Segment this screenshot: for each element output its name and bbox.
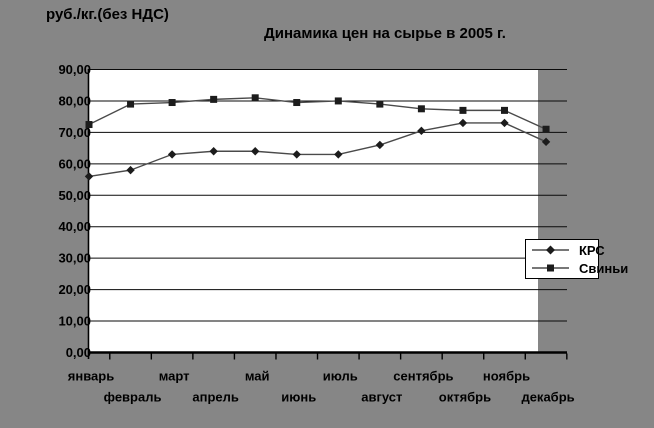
y-tick-label: 50,00 — [58, 188, 91, 203]
data-point-square — [542, 125, 550, 133]
x-month-label: август — [361, 390, 402, 405]
data-point-square — [168, 99, 176, 107]
y-tick-label: 40,00 — [58, 219, 91, 234]
x-month-label: июнь — [281, 390, 316, 405]
data-point-diamond — [458, 118, 468, 128]
data-point-diamond — [209, 147, 218, 156]
data-point-diamond — [334, 150, 343, 159]
legend-item-svinyi: Свиньи — [532, 259, 628, 277]
y-tick-label: 90,00 — [58, 62, 91, 77]
x-month-label: октябрь — [439, 390, 491, 405]
x-month-label: сентябрь — [393, 369, 453, 384]
data-point-square — [210, 95, 218, 103]
x-month-label: апрель — [192, 390, 239, 405]
y-tick-label: 70,00 — [58, 125, 91, 140]
data-point-square — [417, 105, 425, 113]
data-point-square — [501, 106, 508, 114]
y-tick-label: 0,00 — [66, 345, 91, 360]
chart-title: Динамика цен на сырье в 2005 г. — [264, 25, 506, 42]
square-marker-icon — [532, 264, 569, 272]
data-point-diamond — [292, 150, 301, 159]
plot-area — [88, 69, 538, 353]
data-point-square — [334, 97, 342, 105]
x-month-label: май — [245, 369, 270, 384]
data-point-diamond — [167, 150, 177, 159]
legend-item-krs: КРС — [532, 241, 605, 259]
data-point-diamond — [417, 126, 426, 136]
x-month-label: март — [159, 369, 190, 384]
y-tick-label: 10,00 — [58, 314, 91, 329]
data-point-diamond — [251, 147, 260, 156]
y-axis-unit-label: руб./кг.(без НДС) — [46, 6, 169, 23]
data-point-diamond — [84, 172, 94, 181]
data-point-square — [127, 100, 135, 108]
legend-label-svinyi: Свиньи — [579, 260, 629, 276]
x-month-label: январь — [68, 369, 114, 384]
diamond-marker-icon — [532, 245, 569, 255]
data-point-square — [376, 100, 384, 108]
x-month-label: июль — [323, 369, 358, 384]
data-point-square — [459, 106, 467, 114]
data-point-diamond — [126, 165, 135, 175]
y-tick-label: 80,00 — [58, 93, 91, 108]
series-line-КРС — [88, 122, 547, 178]
legend-label-krs: КРС — [579, 242, 605, 258]
x-month-label: декабрь — [521, 390, 574, 405]
data-point-square — [293, 99, 301, 107]
x-month-label: февраль — [104, 390, 162, 405]
chart-legend: КРС Свиньи — [525, 239, 628, 279]
data-point-square — [251, 94, 259, 102]
data-point-diamond — [375, 140, 385, 150]
series-line-Свиньи — [88, 97, 547, 130]
x-month-label: ноябрь — [483, 369, 530, 384]
data-point-square — [85, 121, 93, 129]
y-tick-label: 30,00 — [58, 251, 91, 266]
y-tick-label: 20,00 — [58, 282, 91, 297]
data-point-diamond — [541, 137, 551, 147]
data-point-diamond — [500, 118, 509, 128]
y-tick-label: 60,00 — [58, 156, 91, 171]
